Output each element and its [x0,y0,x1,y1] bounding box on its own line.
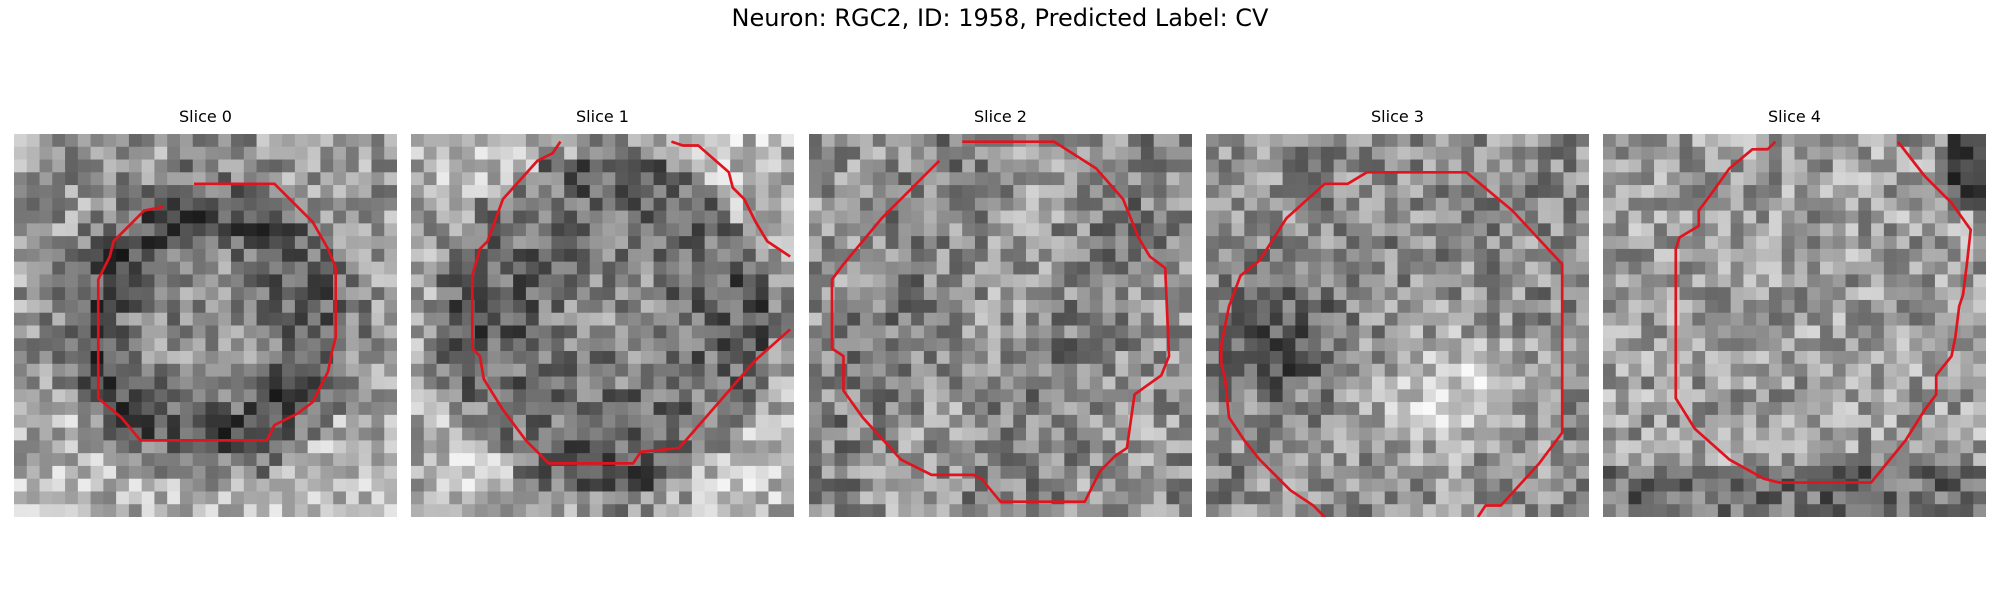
contour-line [830,140,1171,504]
panel-title-slice-1: Slice 1 [576,107,629,126]
figure-title: Neuron: RGC2, ID: 1958, Predicted Label:… [731,4,1269,32]
contour-line [1366,170,1564,517]
contour-line [470,140,792,465]
pixel-grid [411,134,794,517]
contour-line [671,140,791,258]
slice-image [809,134,1192,517]
panel-title-slice-4: Slice 4 [1768,107,1821,126]
pixel-grid [14,134,397,517]
panel-title-slice-3: Slice 3 [1371,107,1424,126]
panel-title-slice-0: Slice 0 [179,107,232,126]
slice-image [14,134,397,517]
pixel-grid [1206,134,1589,517]
pixel-grid [1603,134,1986,517]
contour-line [1674,140,1973,484]
slice-image [1603,134,1986,517]
pixel-grid [809,134,1192,517]
panel-title-slice-2: Slice 2 [974,107,1027,126]
slice-image [411,134,794,517]
contour-line [96,182,338,442]
contour-line [1219,171,1368,517]
slice-image [1206,134,1589,517]
